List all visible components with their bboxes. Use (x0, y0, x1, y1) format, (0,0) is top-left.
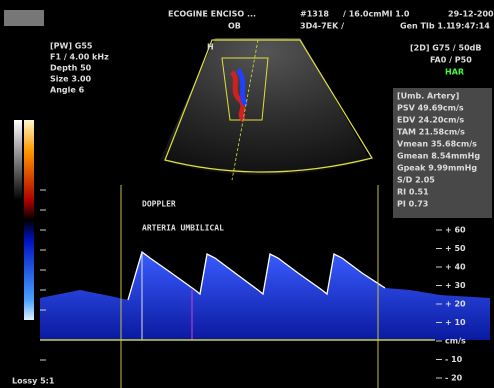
scale-label: + 10 (445, 318, 466, 327)
measurement: PSV 49.69cm/s (397, 104, 464, 113)
id: #1318 (300, 10, 329, 19)
measurement: S/D 2.05 (397, 176, 435, 185)
exam: OB (228, 22, 241, 31)
scale-label: - 10 (445, 355, 463, 364)
scale-label: + 20 (445, 300, 466, 309)
scale-label: + 40 (445, 263, 466, 272)
ultrasound-screen: H ECOGINE ENCISO ... OB #1318 / 16.0cmMI… (0, 0, 494, 388)
site: ECOGINE ENCISO ... (168, 10, 256, 19)
annotation: DOPPLER (142, 200, 176, 209)
measurement: Vmean 35.68cm/s (397, 140, 477, 149)
probe: 3D4-7EK / (300, 22, 344, 31)
measurement-title: [Umb. Artery] (397, 92, 459, 101)
measurement: Gpeak 9.99mmHg (397, 164, 477, 173)
param: Angle 6 (50, 86, 85, 95)
scale-label: + 60 (445, 226, 466, 235)
measurement: TAM 21.58cm/s (397, 128, 465, 137)
measurement: EDV 24.20cm/s (397, 116, 464, 125)
color-bar (24, 120, 34, 320)
time: 19:47:14 (450, 22, 490, 31)
marker: H (207, 43, 214, 52)
param: [2D] G75 / 50dB (410, 44, 481, 53)
param: Depth 50 (50, 64, 92, 73)
scale-label: cm/s (445, 337, 466, 346)
measurement: PI 0.73 (397, 200, 428, 209)
annotation: ARTERIA UMBILICAL (142, 224, 224, 233)
gray-bar (14, 120, 22, 200)
param: [PW] G55 (50, 42, 93, 51)
compression: Lossy 5:1 (12, 377, 55, 386)
date: 29-12-200 (448, 10, 494, 19)
scale-label: + 50 (445, 244, 466, 253)
depth: / 16.0cmMI 1.0 (343, 10, 410, 19)
scale-label: + 30 (445, 281, 466, 290)
scale-label: - 20 (445, 374, 463, 383)
param: Size 3.00 (50, 75, 92, 84)
measurement: RI 0.51 (397, 188, 429, 197)
param: HAR (445, 68, 464, 77)
logo (4, 10, 44, 26)
gen: Gen TIb 1.1 (400, 22, 452, 31)
param: FA0 / P50 (430, 56, 472, 65)
measurement: Gmean 8.54mmHg (397, 152, 480, 161)
param: F1 / 4.00 kHz (50, 53, 109, 62)
